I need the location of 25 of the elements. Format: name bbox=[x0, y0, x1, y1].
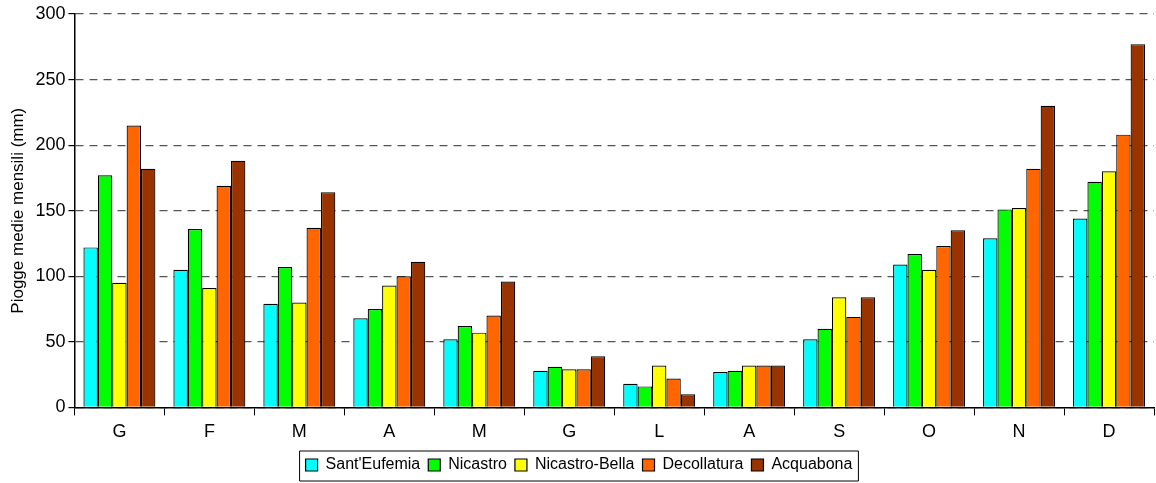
legend-label: Nicastro-Bella bbox=[534, 455, 635, 473]
x-tick-label: F bbox=[203, 421, 215, 442]
y-axis-title: Piogge medie mensili (mm) bbox=[7, 107, 27, 314]
x-tick-label: M bbox=[471, 421, 487, 442]
x-tick-label: G bbox=[112, 421, 127, 442]
legend-label: Sant'Eufemia bbox=[325, 455, 421, 473]
y-tick-label: 200 bbox=[35, 134, 66, 155]
x-tick-label: S bbox=[833, 421, 846, 442]
y-tick-label: 0 bbox=[55, 396, 66, 417]
legend-label: Nicastro bbox=[448, 455, 508, 473]
x-tick-label: L bbox=[654, 421, 665, 442]
x-tick-label: A bbox=[743, 421, 756, 442]
legend-label: Decollatura bbox=[662, 455, 744, 473]
y-tick-label: 100 bbox=[35, 265, 66, 286]
x-tick-label: G bbox=[562, 421, 577, 442]
y-tick-label: 250 bbox=[35, 68, 66, 89]
x-tick-label: D bbox=[1102, 421, 1116, 442]
x-tick-label: M bbox=[291, 421, 307, 442]
legend-label: Acquabona bbox=[771, 455, 853, 473]
x-tick-label: O bbox=[922, 421, 937, 442]
y-tick-label: 50 bbox=[45, 330, 66, 351]
y-tick-label: 150 bbox=[35, 199, 66, 220]
x-tick-label: A bbox=[383, 421, 396, 442]
x-tick-label: N bbox=[1012, 421, 1026, 442]
y-tick-label: 300 bbox=[35, 2, 66, 23]
